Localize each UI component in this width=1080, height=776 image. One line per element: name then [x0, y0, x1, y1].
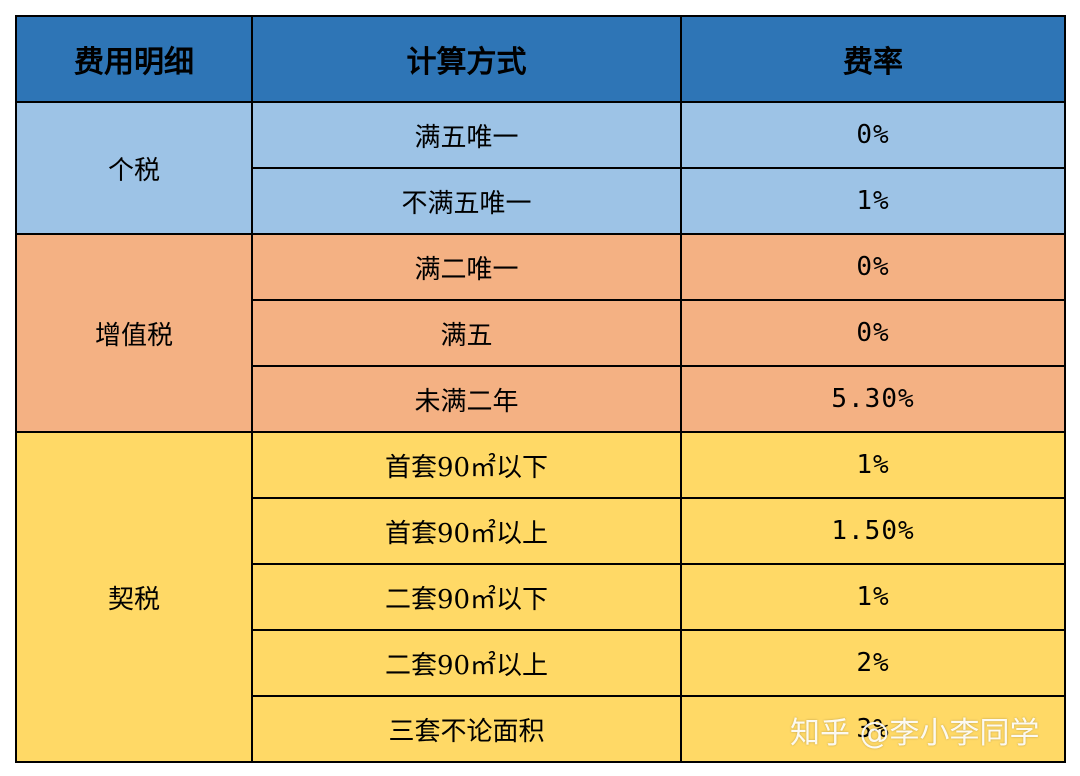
method-cell: 首套90㎡以上	[251, 497, 682, 565]
method-cell: 满五	[251, 299, 682, 367]
group-label-income-tax: 个税	[15, 101, 253, 235]
rate-cell: 1%	[680, 431, 1066, 499]
rate-cell: 3%	[680, 695, 1066, 763]
rate-cell: 2%	[680, 629, 1066, 697]
rate-cell: 0%	[680, 233, 1066, 301]
header-fee-item: 费用明细	[15, 15, 253, 103]
method-cell: 首套90㎡以下	[251, 431, 682, 499]
rate-cell: 1%	[680, 167, 1066, 235]
rate-cell: 1%	[680, 563, 1066, 631]
table-row: 个税 满五唯一 0%	[15, 101, 1066, 235]
group-label-deed-tax: 契税	[15, 431, 253, 763]
method-cell: 二套90㎡以上	[251, 629, 682, 697]
header-calc-method: 计算方式	[251, 15, 682, 103]
table-row: 契税 首套90㎡以下 1%	[15, 431, 1066, 763]
rate-cell: 5.30%	[680, 365, 1066, 433]
header-row: 费用明细 计算方式 费率	[15, 15, 1066, 103]
fee-table: 费用明细 计算方式 费率 个税 满五唯一 0% 不满五唯一 1% 增值税 满二唯…	[15, 15, 1066, 763]
table-row: 未满二年 5.30%	[16, 365, 1066, 433]
table-row: 增值税 满二唯一 0%	[15, 233, 1066, 433]
group-label-vat: 增值税	[15, 233, 253, 433]
method-cell: 二套90㎡以下	[251, 563, 682, 631]
method-cell: 满二唯一	[251, 233, 682, 301]
rate-cell: 0%	[680, 101, 1066, 169]
rate-cell: 0%	[680, 299, 1066, 367]
method-cell: 未满二年	[251, 365, 682, 433]
table-row: 不满五唯一 1%	[16, 167, 1066, 235]
method-cell: 不满五唯一	[251, 167, 682, 235]
method-cell: 满五唯一	[251, 101, 682, 169]
header-rate: 费率	[680, 15, 1066, 103]
rate-cell: 1.50%	[680, 497, 1066, 565]
method-cell: 三套不论面积	[251, 695, 682, 763]
